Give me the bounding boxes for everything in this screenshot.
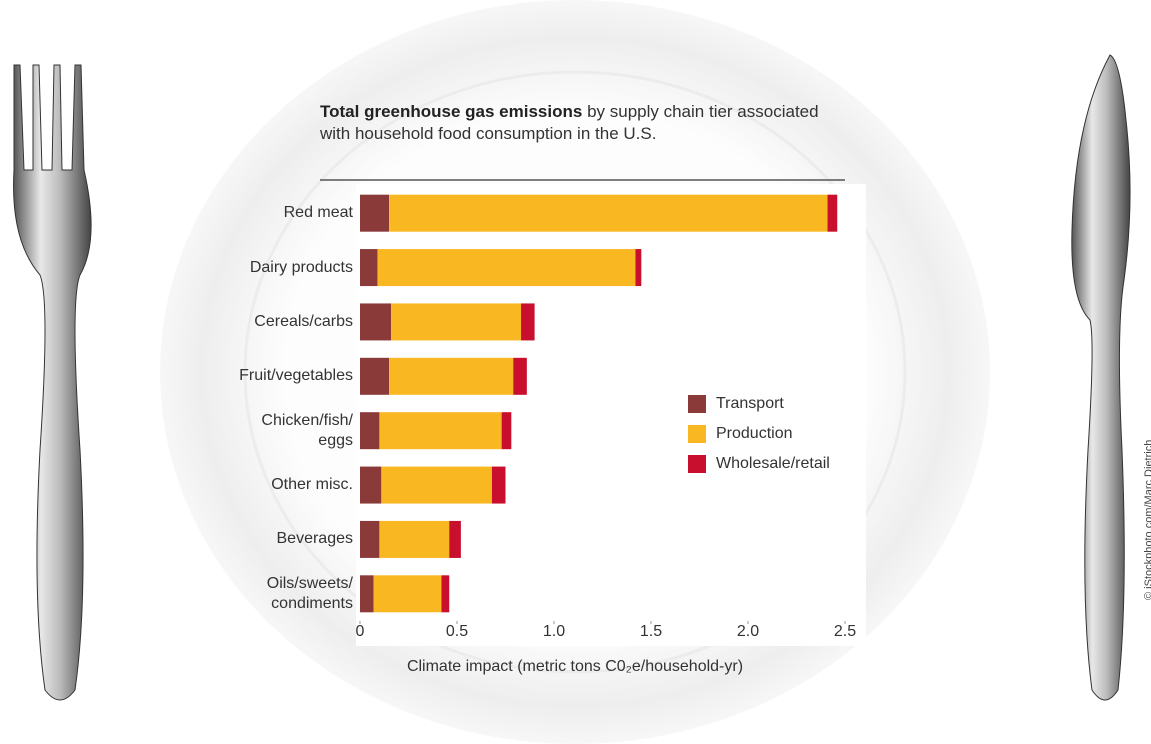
x-tick-label: 1.5	[640, 623, 662, 640]
x-tick-label: 2.0	[737, 623, 759, 640]
bar-segment	[360, 412, 380, 450]
legend-label: Transport	[716, 395, 784, 412]
bar-segment	[389, 194, 828, 232]
bar-segment	[449, 520, 461, 558]
bar-segment	[360, 357, 390, 395]
bar-segment	[635, 249, 642, 287]
x-tick-label: 1.0	[543, 623, 565, 640]
chart-title: Total greenhouse gas emissions by supply…	[320, 101, 850, 145]
bar-segment	[389, 357, 514, 395]
bar-segment	[360, 249, 378, 287]
knife	[1071, 54, 1131, 701]
bar-segment	[373, 575, 442, 613]
category-label: Chicken/fish/ eggs	[261, 411, 353, 449]
bar-segment	[360, 466, 382, 504]
x-tick-label: 0.5	[446, 623, 468, 640]
x-axis-label: Climate impact (metric tons C0₂e/househo…	[407, 658, 743, 675]
bar-segment	[377, 249, 636, 287]
bar-segment	[379, 520, 450, 558]
x-tick-label: 2.5	[834, 623, 856, 640]
bar-segment	[513, 357, 527, 395]
bar-segment	[360, 575, 374, 613]
category-label: Other misc.	[271, 476, 353, 494]
title-bold: Total greenhouse gas emissions	[320, 102, 583, 121]
category-label: Red meat	[283, 204, 353, 222]
bar-segment	[360, 520, 380, 558]
category-label: Fruit/vegetables	[239, 367, 353, 385]
credit: © iStockphoto.com/Marc Dietrich	[1143, 439, 1151, 600]
bar-segment	[360, 194, 390, 232]
category-label: Dairy products	[249, 258, 353, 276]
legend-swatch	[688, 395, 706, 413]
subtitle: by supply chain tier associated with hou…	[320, 102, 819, 143]
bar-segment	[521, 303, 535, 341]
category-label: Beverages	[276, 530, 354, 548]
bar-segment	[391, 303, 522, 341]
bar-segment	[381, 466, 492, 504]
bar-segment	[379, 412, 502, 450]
legend-swatch	[688, 455, 706, 473]
category-label: Cereals/carbs	[254, 312, 353, 330]
bar-segment	[360, 303, 392, 341]
bar-segment	[491, 466, 506, 504]
legend-label: Wholesale/retail	[716, 455, 830, 472]
fork	[13, 64, 92, 701]
legend-label: Production	[716, 425, 793, 442]
x-tick-label: 0	[356, 623, 365, 640]
legend-swatch	[688, 425, 706, 443]
category-label: Oils/sweets/ condiments	[266, 574, 353, 612]
bar-segment	[441, 575, 450, 613]
bar-segment	[827, 194, 838, 232]
bar-segment	[501, 412, 512, 450]
plate-rim	[243, 70, 907, 674]
